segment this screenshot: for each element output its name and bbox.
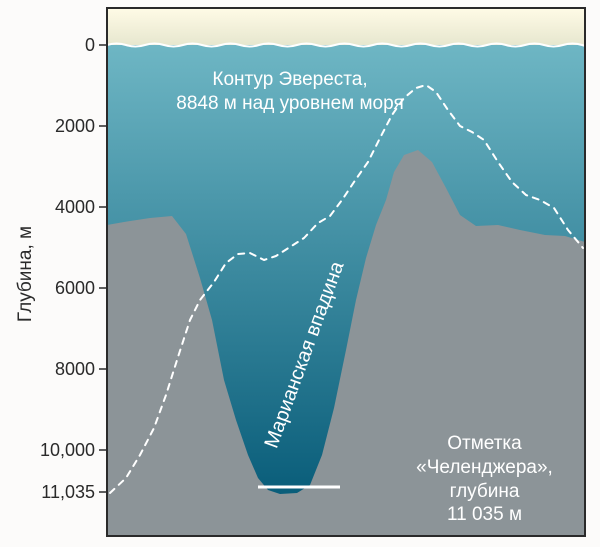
y-tick-label: 0 xyxy=(85,35,95,56)
annotation-challenger-line1: Отметка xyxy=(447,433,521,454)
annotation-challenger-line3: глубина xyxy=(450,481,520,502)
y-axis-label: Глубина, м xyxy=(15,225,37,321)
y-tick-label: 8000 xyxy=(55,359,95,380)
y-tick-label: 10,000 xyxy=(40,440,95,461)
y-tick-label: 11,035 xyxy=(41,482,95,503)
annotation-everest-line2: 8848 м над уровнем моря xyxy=(176,93,404,114)
annotation-challenger: Отметка «Челенджера», глубина 11 035 м xyxy=(397,432,572,527)
annotation-challenger-line4: 11 035 м xyxy=(447,504,522,525)
y-tick-label: 4000 xyxy=(55,197,95,218)
annotation-everest-line1: Контур Эвереста, xyxy=(212,69,367,90)
annotation-everest: Контур Эвереста, 8848 м над уровнем моря xyxy=(140,68,440,116)
diagram-stage: { "canvas": { "width": 600, "height": 54… xyxy=(0,0,600,547)
annotation-challenger-line2: «Челенджера», xyxy=(416,457,553,478)
y-tick-label: 6000 xyxy=(55,278,95,299)
y-tick-label: 2000 xyxy=(55,116,95,137)
